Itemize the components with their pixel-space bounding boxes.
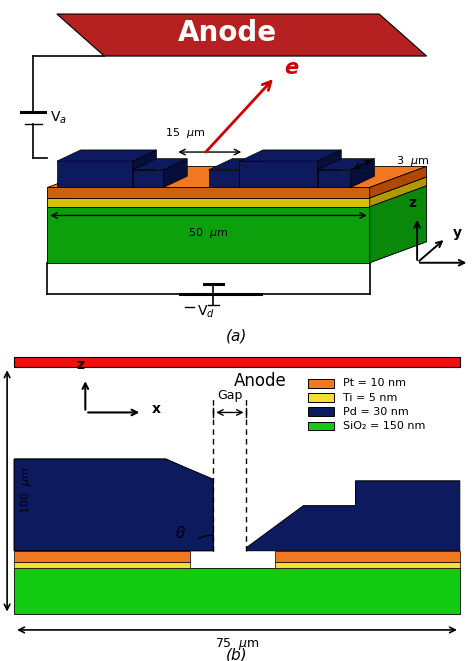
Polygon shape [57, 14, 427, 56]
Text: 3  $\mu$m: 3 $\mu$m [396, 154, 429, 168]
Text: Anode: Anode [178, 19, 277, 48]
Polygon shape [318, 170, 351, 188]
Polygon shape [47, 186, 427, 207]
Text: y: y [453, 226, 462, 240]
Bar [308, 379, 334, 387]
Text: z: z [77, 358, 84, 372]
Polygon shape [246, 481, 460, 551]
Text: (a): (a) [226, 329, 248, 344]
Text: e: e [284, 58, 299, 77]
Polygon shape [209, 170, 239, 188]
Polygon shape [318, 159, 374, 170]
Text: Ti = 5 nm: Ti = 5 nm [343, 393, 397, 403]
Text: θ: θ [175, 526, 185, 541]
Polygon shape [47, 177, 427, 198]
Text: Anode: Anode [234, 372, 287, 391]
Text: Pd = 30 nm: Pd = 30 nm [343, 407, 409, 417]
Polygon shape [239, 161, 318, 188]
Polygon shape [370, 186, 427, 262]
Polygon shape [239, 150, 341, 161]
Polygon shape [133, 170, 164, 188]
Polygon shape [47, 242, 427, 262]
Polygon shape [209, 159, 263, 170]
Polygon shape [133, 150, 156, 188]
Text: (b): (b) [226, 647, 248, 661]
Text: z: z [409, 196, 416, 210]
Bar [275, 551, 460, 562]
Text: V$_d$: V$_d$ [197, 303, 215, 320]
Text: 50  $\mu$m: 50 $\mu$m [189, 226, 228, 240]
Bar [14, 568, 460, 615]
Polygon shape [47, 188, 370, 198]
Bar [14, 562, 190, 568]
Text: 75  $\mu$m: 75 $\mu$m [215, 636, 259, 652]
Polygon shape [14, 459, 213, 551]
Text: SiO₂ = 150 nm: SiO₂ = 150 nm [343, 421, 425, 431]
Bar [275, 562, 460, 568]
Text: x: x [152, 403, 161, 416]
Polygon shape [57, 150, 156, 161]
Polygon shape [351, 159, 374, 188]
Text: V$_a$: V$_a$ [50, 109, 67, 126]
Bar [308, 422, 334, 430]
Polygon shape [370, 167, 427, 198]
Polygon shape [47, 167, 427, 188]
Bar [14, 551, 190, 562]
Text: 100  $\mu$m: 100 $\mu$m [19, 467, 33, 514]
Bar [308, 393, 334, 402]
Polygon shape [133, 159, 187, 170]
Polygon shape [239, 159, 263, 188]
Polygon shape [47, 207, 370, 262]
Polygon shape [318, 150, 341, 188]
Polygon shape [57, 161, 133, 188]
Text: Gap: Gap [217, 389, 243, 402]
Bar [308, 407, 334, 416]
Polygon shape [14, 459, 213, 551]
Bar [14, 356, 460, 368]
Text: Pt = 10 nm: Pt = 10 nm [343, 378, 406, 388]
Polygon shape [370, 177, 427, 207]
Polygon shape [164, 159, 187, 188]
Polygon shape [47, 198, 370, 207]
Text: 15  $\mu$m: 15 $\mu$m [165, 126, 205, 140]
